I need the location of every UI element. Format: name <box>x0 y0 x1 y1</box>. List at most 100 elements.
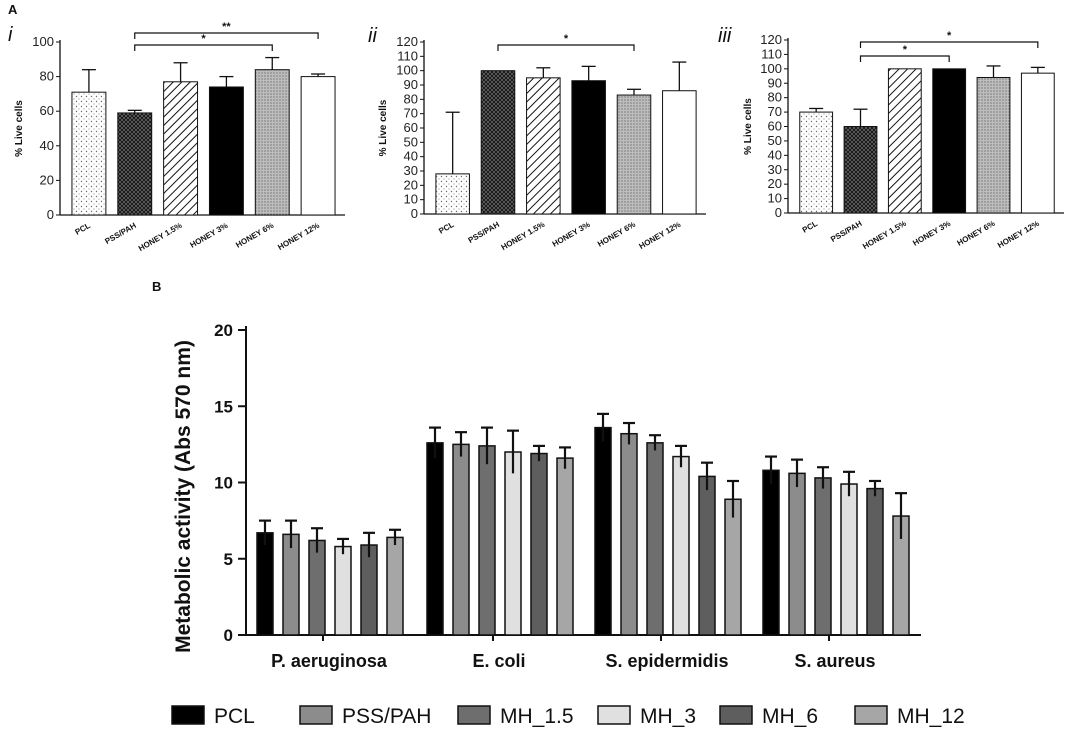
y-tick-label: 30 <box>768 162 782 177</box>
y-tick-label: 90 <box>404 77 418 92</box>
bar <box>724 498 742 636</box>
bar <box>256 532 274 636</box>
significance-label: ** <box>222 21 231 33</box>
x-category-label: HONEY 1.5% <box>137 221 184 253</box>
bar <box>556 457 574 636</box>
x-category-label: PCL <box>74 221 92 237</box>
y-tick-label: 0 <box>775 205 782 220</box>
y-tick-label: 120 <box>396 34 418 49</box>
bar <box>282 533 300 636</box>
y-tick-label: 120 <box>760 32 782 47</box>
y-tick-label: 100 <box>760 61 782 76</box>
x-category-label: PSS/PAH <box>467 220 502 245</box>
bar <box>334 545 352 636</box>
y-tick-label: 10 <box>768 191 782 206</box>
y-tick-label: 60 <box>40 103 54 118</box>
significance-bracket <box>859 55 950 62</box>
y-tick-label: 80 <box>40 69 54 84</box>
x-category-label: PSS/PAH <box>829 219 864 244</box>
bar <box>526 77 561 215</box>
x-category-label: HONEY 12% <box>996 219 1041 250</box>
y-axis-label: % Live cells <box>378 99 389 156</box>
y-tick-label: 80 <box>768 90 782 105</box>
legend-label: PSS/PAH <box>342 705 431 728</box>
bar <box>478 445 496 636</box>
panel-a-label: A <box>8 2 18 17</box>
bar <box>814 477 832 636</box>
x-category-label: E. coli <box>472 651 525 671</box>
bar <box>571 80 606 215</box>
chart-panel-b: 0 5 10 15 20 Metabolic activity (Abs 570 nm) P… <box>172 321 921 671</box>
x-category-label: HONEY 3% <box>911 219 952 248</box>
y-tick-label: 70 <box>404 106 418 121</box>
bar <box>163 81 199 216</box>
x-category-label: HONEY 12% <box>638 220 683 251</box>
x-category-label: HONEY 12% <box>276 221 321 252</box>
y-tick-label: 50 <box>768 133 782 148</box>
significance-bracket <box>859 41 1039 48</box>
x-category-label: HONEY 6% <box>596 220 637 249</box>
y-tick-label: 90 <box>768 75 782 90</box>
bar <box>620 432 638 636</box>
bar <box>360 544 378 636</box>
bar <box>932 68 967 214</box>
significance-bracket <box>497 44 635 51</box>
significance-label: * <box>201 33 206 45</box>
bar <box>662 90 697 215</box>
x-category-label: S. epidermidis <box>605 651 728 671</box>
legend-label: PCL <box>214 705 255 728</box>
y-tick-label: 10 <box>404 192 418 207</box>
panel-i-label: i <box>8 24 13 46</box>
bar <box>1020 72 1055 214</box>
significance-bracket <box>134 32 319 39</box>
x-category-label: PCL <box>801 219 819 235</box>
x-category-label: HONEY 6% <box>956 219 997 248</box>
panel-b-label: B <box>152 279 161 294</box>
bar <box>504 451 522 636</box>
legend-label: MH_3 <box>640 705 696 728</box>
bar <box>866 487 884 636</box>
y-tick-label: 0 <box>411 206 418 221</box>
legend-label: MH_6 <box>762 705 818 728</box>
bar <box>762 469 780 636</box>
bar <box>386 536 404 636</box>
significance-bracket <box>134 44 273 51</box>
y-tick-label: 50 <box>404 134 418 149</box>
bar <box>616 94 652 215</box>
bar <box>71 91 107 216</box>
bar <box>976 76 1011 214</box>
y-tick-label: 100 <box>396 63 418 78</box>
y-tick-label: 10 <box>214 474 233 493</box>
y-tick-label: 0 <box>224 626 233 645</box>
y-tick-label: 20 <box>768 176 782 191</box>
bar <box>840 483 858 636</box>
y-tick-label: 40 <box>40 138 54 153</box>
legend: PCL PSS/PAH MH_1.5 MH_3 MH_6 MH_12 <box>171 705 965 728</box>
panel-ii-label: ii <box>368 25 377 47</box>
y-axis-label: Metabolic activity (Abs 570 nm) <box>172 340 195 653</box>
significance-label: * <box>947 30 952 42</box>
legend-swatch <box>597 705 631 725</box>
bar <box>788 472 806 636</box>
panel-iii-label: iii <box>718 25 732 47</box>
x-category-label: HONEY 6% <box>234 221 275 250</box>
y-tick-label: 60 <box>404 120 418 135</box>
bar <box>308 539 326 636</box>
legend-swatch <box>299 705 333 725</box>
y-axis-label: % Live cells <box>743 98 754 155</box>
bar <box>594 426 612 636</box>
bar <box>300 76 336 216</box>
y-axis-label: % Live cells <box>14 100 25 157</box>
bar <box>672 455 690 636</box>
y-tick-label: 30 <box>404 163 418 178</box>
bar <box>208 86 244 216</box>
bar <box>117 112 153 216</box>
y-tick-label: 0 <box>47 207 54 222</box>
x-category-label: PSS/PAH <box>103 221 138 246</box>
y-tick-label: 20 <box>214 321 233 340</box>
bar <box>698 475 716 636</box>
y-tick-label: 110 <box>761 46 782 61</box>
legend-label: MH_12 <box>897 705 965 728</box>
